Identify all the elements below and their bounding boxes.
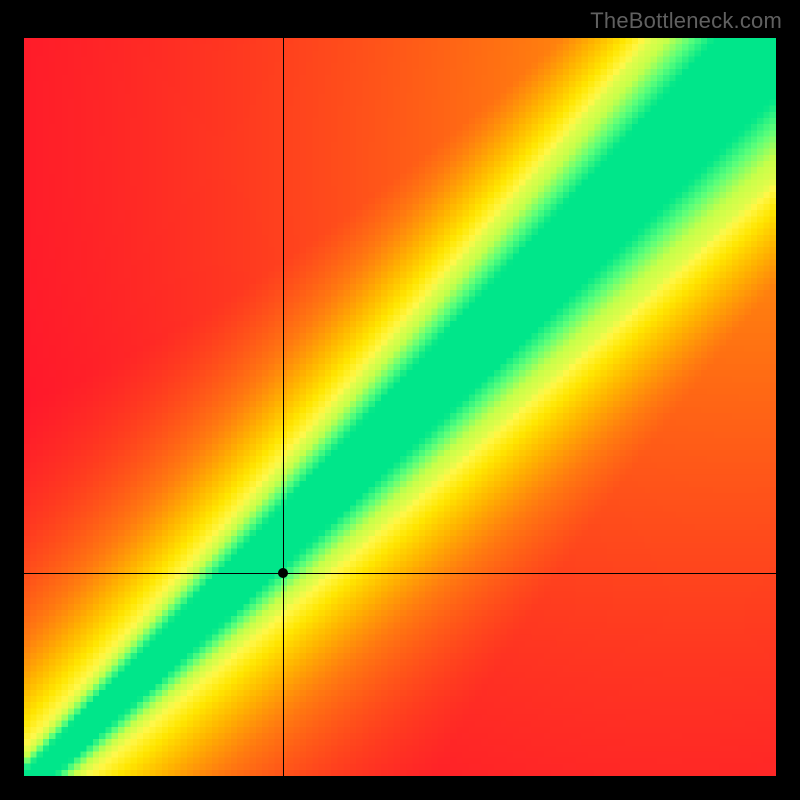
marker-point <box>278 568 288 578</box>
plot-area <box>24 38 776 776</box>
crosshair-horizontal <box>24 573 776 574</box>
watermark-text: TheBottleneck.com <box>590 8 782 34</box>
heatmap-canvas <box>24 38 776 776</box>
figure-container: TheBottleneck.com <box>0 0 800 800</box>
crosshair-vertical <box>283 38 284 776</box>
